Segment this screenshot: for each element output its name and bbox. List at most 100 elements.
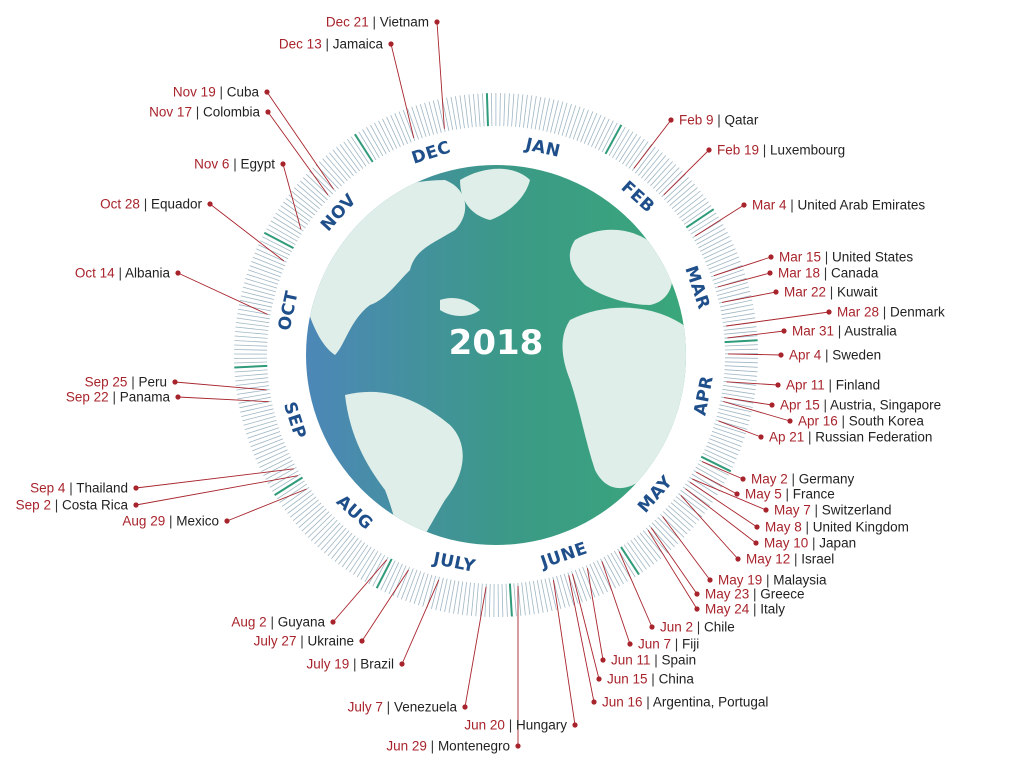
- day-tick: [347, 138, 367, 167]
- event-separator: |: [643, 695, 653, 710]
- day-tick: [331, 532, 353, 560]
- event-separator: |: [820, 398, 830, 413]
- event-country: France: [793, 487, 835, 502]
- day-tick: [339, 144, 361, 172]
- day-tick: [242, 412, 275, 422]
- day-tick: [259, 452, 290, 468]
- event-separator: |: [762, 573, 773, 588]
- day-tick: [388, 563, 403, 595]
- leader-dot: [753, 540, 759, 546]
- day-tick: [655, 167, 680, 192]
- day-tick: [683, 205, 712, 225]
- day-tick: [563, 573, 575, 606]
- day-tick: [243, 416, 276, 426]
- day-tick: [707, 441, 739, 456]
- day-tick: [266, 228, 296, 245]
- event-label: May 8 | United Kingdom: [765, 520, 909, 535]
- event-label: Oct 28 | Equador: [100, 197, 202, 212]
- day-tick: [358, 131, 377, 161]
- leader-dot: [773, 289, 779, 295]
- day-tick: [548, 577, 557, 610]
- leader-line: [724, 397, 773, 406]
- event-separator: |: [821, 348, 832, 363]
- day-tick: [642, 530, 665, 557]
- day-tick: [695, 466, 725, 484]
- event-date: Mar 31: [792, 324, 834, 339]
- day-tick: [261, 456, 292, 472]
- event-separator: |: [834, 324, 844, 339]
- event-separator: |: [749, 587, 760, 602]
- event-separator: |: [65, 481, 76, 496]
- day-tick: [260, 240, 291, 256]
- event-date: Apr 4: [789, 348, 822, 363]
- day-tick: [251, 261, 283, 274]
- day-tick: [455, 96, 461, 129]
- event-label: July 27 | Ukraine: [254, 634, 354, 649]
- day-tick: [641, 152, 663, 179]
- day-tick: [263, 460, 293, 476]
- leader-line: [680, 494, 739, 560]
- day-tick: [711, 430, 744, 443]
- day-tick: [352, 546, 372, 575]
- day-tick: [724, 369, 758, 373]
- day-tick: [561, 103, 572, 136]
- day-tick: [298, 505, 324, 528]
- day-tick: [239, 400, 272, 409]
- leader-line: [572, 573, 600, 680]
- event-date: Jun 29: [386, 739, 427, 754]
- event-separator: |: [51, 498, 62, 513]
- leader-line: [718, 420, 762, 438]
- day-tick: [529, 581, 535, 615]
- event-separator: |: [427, 739, 438, 754]
- day-tick: [618, 133, 638, 163]
- day-tick: [538, 97, 546, 131]
- event-country: Hungary: [516, 718, 567, 733]
- event-separator: |: [651, 653, 662, 668]
- day-tick: [709, 260, 741, 274]
- leader-line: [689, 481, 758, 528]
- day-tick: [332, 149, 354, 177]
- event-separator: |: [811, 503, 822, 518]
- day-tick: [630, 539, 651, 568]
- event-separator: |: [804, 430, 815, 445]
- event-country: Venezuela: [394, 700, 458, 715]
- day-tick: [444, 579, 452, 612]
- day-tick: [721, 308, 754, 316]
- day-tick: [636, 535, 658, 562]
- event-separator: |: [825, 378, 836, 393]
- day-tick: [243, 282, 277, 293]
- event-label: Nov 17 | Colombia: [149, 105, 260, 120]
- leader-line: [662, 516, 711, 581]
- event-country: Argentina, Portugal: [653, 695, 769, 710]
- month-label-jan: JAN: [523, 134, 563, 162]
- day-tick: [244, 419, 277, 430]
- event-date: Mar 15: [779, 250, 821, 265]
- year-title: 2018: [449, 323, 544, 363]
- event-label: Jun 11 | Spain: [611, 653, 696, 668]
- event-date: Aug 29: [122, 514, 165, 529]
- day-tick: [238, 304, 272, 312]
- day-tick: [338, 537, 359, 565]
- event-label: Mar 22 | Kuwait: [784, 285, 878, 300]
- event-date: Apr 16: [798, 414, 838, 429]
- event-separator: |: [821, 250, 832, 265]
- day-tick: [596, 560, 612, 591]
- leader-lines: [133, 19, 832, 749]
- day-tick: [713, 427, 745, 439]
- event-label: Apr 4 | Sweden: [789, 348, 881, 363]
- day-tick: [235, 322, 269, 327]
- day-tick: [258, 244, 289, 260]
- event-date: Apr 15: [780, 398, 820, 413]
- day-tick: [262, 236, 292, 252]
- event-country: Colombia: [203, 105, 261, 120]
- event-country: Switzerland: [822, 503, 892, 518]
- month-label-dec: DEC: [409, 138, 453, 169]
- event-label: Jun 2 | Chile: [660, 620, 735, 635]
- event-separator: |: [808, 536, 819, 551]
- day-tick: [557, 102, 568, 135]
- day-tick: [343, 141, 364, 169]
- event-country: Kuwait: [837, 285, 878, 300]
- event-label: Aug 2 | Guyana: [231, 615, 325, 630]
- day-tick: [345, 542, 366, 570]
- month-label-feb: FEB: [617, 177, 658, 217]
